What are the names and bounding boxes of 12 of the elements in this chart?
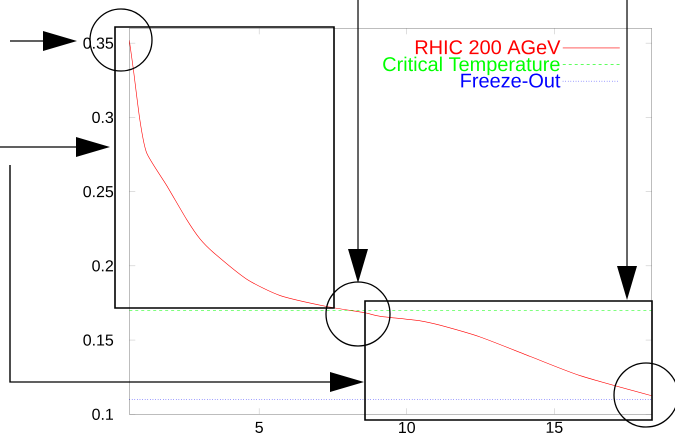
- legend-label: Freeze-Out: [461, 74, 560, 88]
- y-tick-label: 0.15: [83, 334, 114, 346]
- y-tick-label: 0.3: [92, 112, 114, 124]
- legend-label: Critical Temperature: [383, 56, 560, 76]
- x-tick-label: 10: [399, 422, 415, 434]
- x-tick-label: 15: [546, 422, 562, 433]
- legend-label: RHIC 200 AGeV: [416, 40, 560, 54]
- y-tick-label: 0.2: [92, 260, 113, 272]
- x-tick-label: 5: [255, 422, 263, 433]
- y-tick-label: 0.25: [83, 186, 114, 198]
- y-tick-label: 0.1: [92, 408, 113, 420]
- line-series: [129, 40, 652, 396]
